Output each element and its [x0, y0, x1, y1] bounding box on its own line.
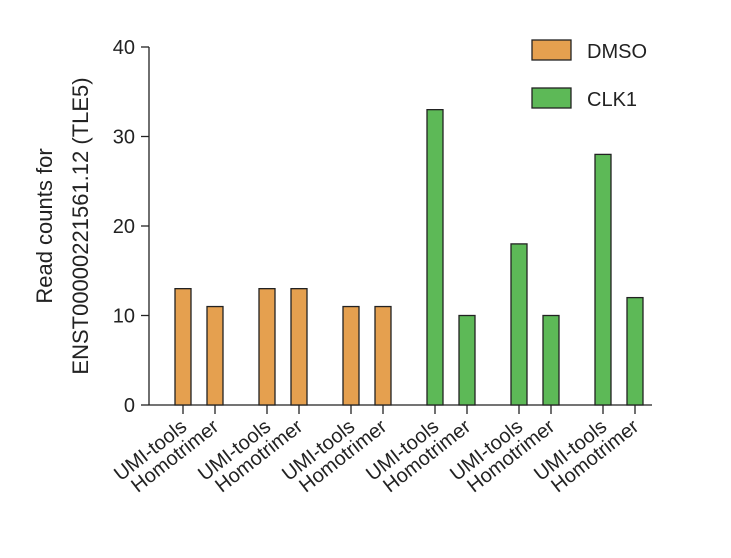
- y-tick-label: 20: [113, 216, 135, 238]
- y-tick-label: 40: [113, 37, 135, 59]
- y-axis-label-line-1: Read counts for: [32, 148, 57, 303]
- y-tick-label: 0: [124, 395, 135, 417]
- bar-clk1: [542, 314, 560, 406]
- bar-dmso: [342, 305, 360, 406]
- legend-swatch-clk1: [531, 87, 572, 109]
- bar-clk1: [426, 109, 444, 406]
- y-axis: 0 10 20 30 40: [113, 37, 150, 417]
- bar-clk1: [626, 296, 644, 406]
- bar-dmso: [206, 305, 224, 406]
- legend-swatch-dmso: [531, 39, 572, 61]
- bar-dmso: [258, 287, 276, 406]
- legend: DMSO CLK1: [531, 39, 647, 111]
- bar-clk1: [594, 153, 612, 406]
- y-tick-label: 10: [113, 306, 135, 328]
- bar-clk1: [510, 243, 528, 406]
- bar-dmso: [374, 305, 392, 406]
- legend-label-clk1: CLK1: [587, 89, 637, 111]
- bar-dmso: [290, 287, 308, 406]
- bar-dmso: [174, 287, 192, 406]
- legend-label-dmso: DMSO: [587, 41, 647, 63]
- y-axis-label-line-2: ENST00000221561.12 (TLE5): [68, 77, 93, 374]
- bars: [174, 109, 644, 406]
- x-axis: UMI-toolsHomotrimerUMI-toolsHomotrimerUM…: [110, 404, 652, 497]
- bar-clk1: [458, 314, 476, 406]
- y-tick-label: 30: [113, 127, 135, 149]
